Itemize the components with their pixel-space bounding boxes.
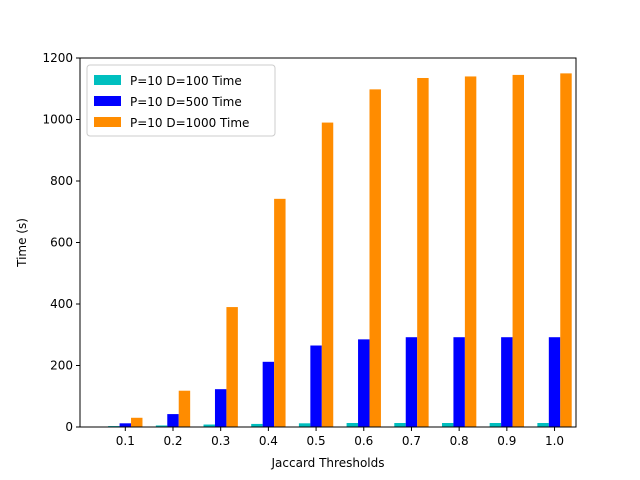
y-axis-label: Time (s) xyxy=(15,218,29,268)
bar-p-10-d-1000-time-1.0 xyxy=(560,73,572,427)
bar-p-10-d-100-time-0.9 xyxy=(489,423,502,427)
y-tick-label: 0 xyxy=(65,420,73,434)
bar-p-10-d-500-time-0.7 xyxy=(405,337,418,427)
bar-p-10-d-100-time-0.8 xyxy=(441,423,454,427)
bar-p-10-d-1000-time-0.5 xyxy=(321,122,334,427)
bar-p-10-d-100-time-0.6 xyxy=(346,423,359,427)
x-axis-label: Jaccard Thresholds xyxy=(271,456,385,470)
bar-p-10-d-1000-time-0.6 xyxy=(369,89,381,428)
legend-label: P=10 D=100 Time xyxy=(130,74,242,88)
legend-box xyxy=(86,64,276,137)
legend-swatch xyxy=(94,75,121,85)
bar-p-10-d-1000-time-0.1 xyxy=(131,417,143,427)
bar-p-10-d-500-time-1.0 xyxy=(548,337,561,427)
bar-p-10-d-500-time-0.2 xyxy=(167,414,179,427)
y-tick-label: 1000 xyxy=(42,113,73,127)
legend-swatch xyxy=(94,96,121,106)
legend: P=10 D=100 Time P=10 D=500 Time P=10 D=100… xyxy=(86,64,276,137)
x-tick-label: 0.5 xyxy=(307,434,326,448)
bar-p-10-d-1000-time-0.8 xyxy=(464,76,477,427)
y-tick-label: 600 xyxy=(50,236,73,250)
x-tick-label: 1.0 xyxy=(545,434,564,448)
legend-swatch xyxy=(94,117,121,127)
y-tick-label: 800 xyxy=(50,174,73,188)
x-tick-label: 0.2 xyxy=(163,434,182,448)
bar-p-10-d-100-time-0.4 xyxy=(251,423,263,427)
bar-p-10-d-1000-time-0.3 xyxy=(226,307,238,427)
x-tick-label: 0.9 xyxy=(497,434,516,448)
y-tick-label: 1200 xyxy=(42,51,73,65)
bar-p-10-d-1000-time-0.7 xyxy=(417,77,429,428)
x-tick-label: 0.1 xyxy=(116,434,135,448)
bar-p-10-d-500-time-0.5 xyxy=(310,345,322,427)
bar-p-10-d-1000-time-0.9 xyxy=(512,74,525,427)
bars-layer xyxy=(108,73,572,428)
bar-p-10-d-500-time-0.6 xyxy=(358,339,370,427)
y-tick-label: 400 xyxy=(50,297,73,311)
x-axis-ticks: 0.1 0.2 0.3 0.4 0.5 0.6 0.7 0.8 0.9 1.0 xyxy=(116,427,564,448)
x-tick-label: 0.3 xyxy=(211,434,230,448)
bar-p-10-d-100-time-0.2 xyxy=(155,425,168,427)
y-tick-label: 200 xyxy=(50,359,73,373)
bar-p-10-d-500-time-0.4 xyxy=(262,361,275,427)
x-tick-label: 0.8 xyxy=(450,434,469,448)
x-tick-label: 0.4 xyxy=(259,434,278,448)
bar-p-10-d-500-time-0.8 xyxy=(453,337,465,427)
bar-p-10-d-100-time-0.3 xyxy=(203,424,215,427)
bar-p-10-d-100-time-0.7 xyxy=(394,423,406,427)
legend-label: P=10 D=500 Time xyxy=(130,95,242,109)
legend-label: P=10 D=1000 Time xyxy=(130,116,249,130)
bar-p-10-d-100-time-0.5 xyxy=(298,423,311,427)
x-tick-label: 0.6 xyxy=(354,434,373,448)
bar-p-10-d-500-time-0.9 xyxy=(501,337,513,427)
y-axis-ticks: 0 200 400 600 800 1000 1200 xyxy=(42,51,80,434)
bar-p-10-d-100-time-1.0 xyxy=(537,423,549,427)
bar-p-10-d-1000-time-0.4 xyxy=(274,198,286,427)
bar-p-10-d-1000-time-0.2 xyxy=(178,390,191,427)
bar-p-10-d-500-time-0.3 xyxy=(214,389,227,427)
x-tick-label: 0.7 xyxy=(402,434,421,448)
bar-p-10-d-500-time-0.1 xyxy=(119,423,132,427)
